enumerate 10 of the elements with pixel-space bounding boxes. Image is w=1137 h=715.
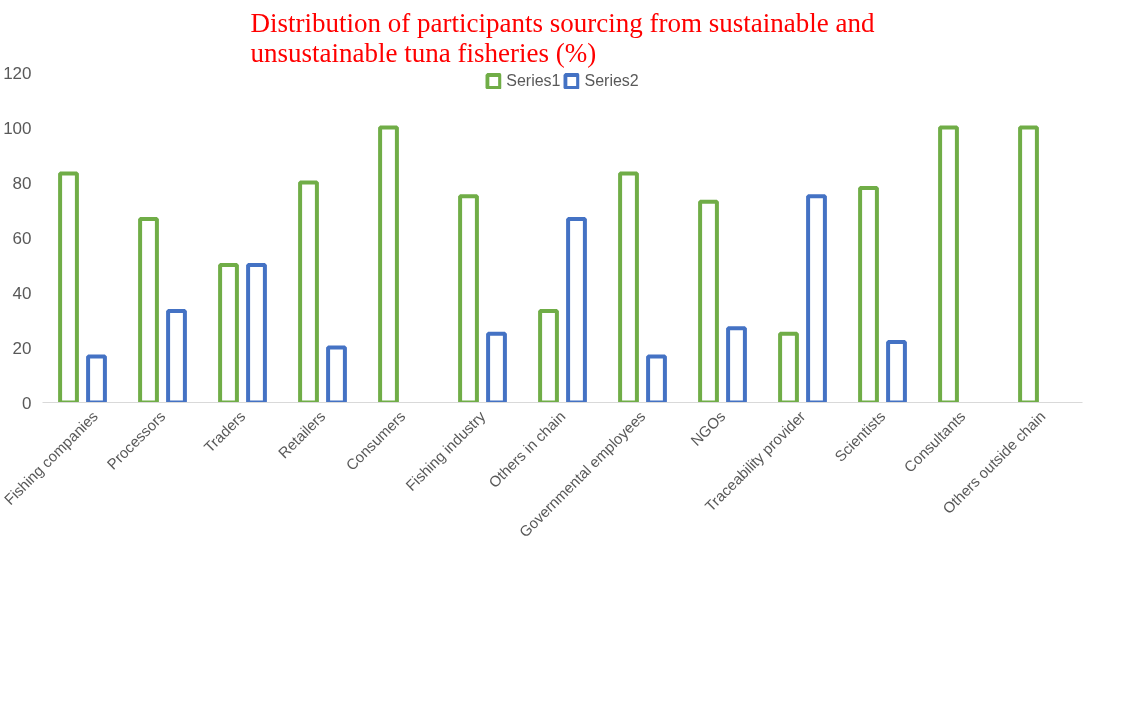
legend-label: Series1: [506, 72, 561, 90]
y-tick-label: 80: [12, 173, 32, 193]
y-tick-label: 120: [3, 63, 32, 83]
y-tick-label: 20: [12, 338, 32, 358]
y-tick-label: 0: [22, 393, 32, 413]
legend-label: Series2: [584, 72, 639, 90]
y-tick-label: 40: [12, 283, 32, 303]
chart-title: Distribution of participants sourcing from sustainable and unsustainable tuna fisheries (%): [250, 7, 875, 68]
y-tick-label: 100: [3, 118, 32, 138]
y-tick-label: 60: [12, 228, 32, 248]
